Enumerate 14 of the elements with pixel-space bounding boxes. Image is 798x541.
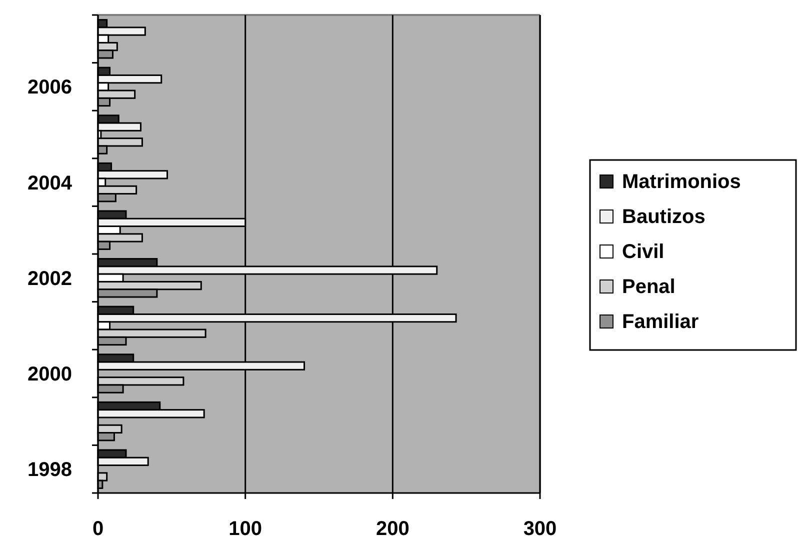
y-tick-label: 2004 [28,172,73,194]
legend-label: Bautizos [622,206,706,228]
x-tick-label: 0 [92,518,104,540]
legend-label: Civil [622,241,664,263]
legend-label: Penal [622,276,676,298]
y-tick-label: 1998 [28,459,72,482]
x-tick-label: 100 [228,518,262,540]
y-tick-label: 2006 [28,76,72,99]
legend-label: Familiar [622,311,699,333]
y-tick-label: 2002 [28,268,72,290]
x-tick-label: 200 [376,518,410,540]
y-tick-label: 2000 [28,364,72,386]
legend-label: Matrimonios [622,171,741,193]
x-tick-label: 300 [523,518,557,540]
